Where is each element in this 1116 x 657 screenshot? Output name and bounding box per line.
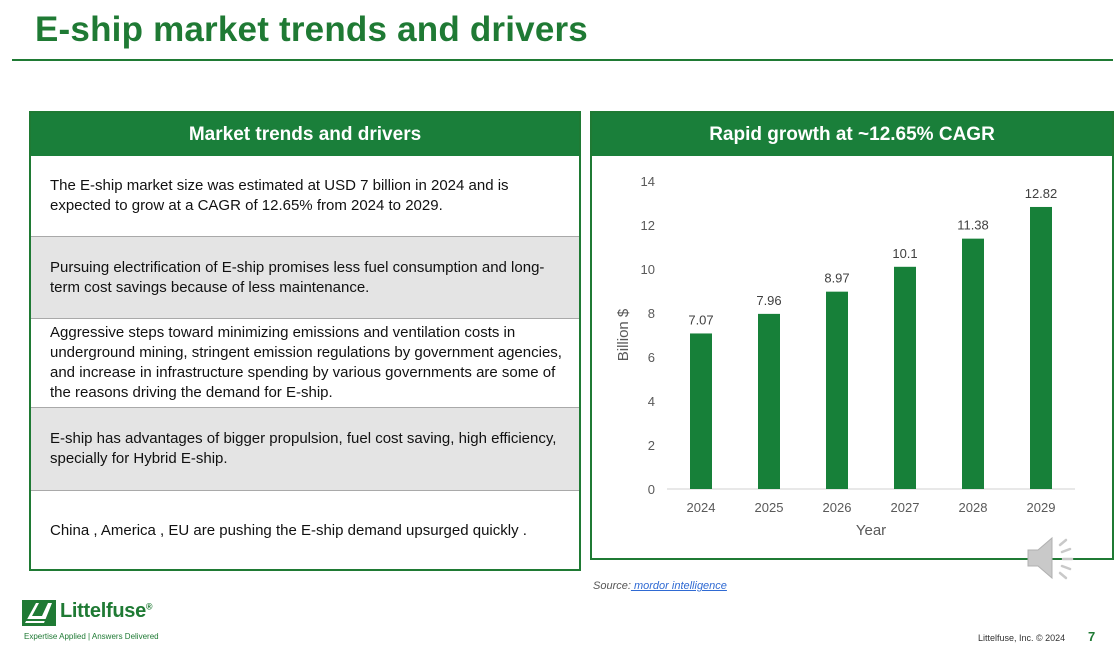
title-divider: [12, 59, 1113, 61]
bar: [894, 266, 916, 489]
trend-row: Pursuing electrification of E-ship promi…: [31, 237, 579, 319]
speaker-icon[interactable]: [1024, 533, 1080, 588]
x-axis-title: Year: [856, 522, 886, 539]
trend-row: China , America , EU are pushing the E-s…: [31, 491, 579, 571]
trend-row-text: The E-ship market size was estimated at …: [50, 177, 509, 214]
source-note: Source: mordor intelligence: [593, 580, 727, 592]
growth-panel: Rapid growth at ~12.65% CAGR: [590, 111, 1114, 560]
footer-copyright: Littelfuse, Inc. © 2024: [978, 633, 1066, 643]
trend-row-text: E-ship has advantages of bigger propulsi…: [50, 430, 557, 467]
y-tick-label: 6: [648, 350, 655, 365]
bar: [1030, 206, 1052, 489]
y-tick-label: 2: [648, 438, 655, 453]
logo-wordmark: Littelfuse®: [60, 600, 153, 623]
data-label: 7.96: [756, 293, 781, 308]
y-tick-label: 14: [641, 174, 655, 189]
source-label: Source:: [593, 580, 631, 592]
slide-title: E-ship market trends and drivers: [35, 10, 588, 49]
x-tick-label: 2024: [687, 500, 716, 515]
data-label: 10.1: [892, 246, 917, 261]
logo-trademark: ®: [145, 601, 153, 612]
y-tick-label: 0: [648, 482, 655, 497]
x-tick-label: 2027: [891, 500, 920, 515]
data-label: 8.97: [824, 271, 849, 286]
trend-row-text: Pursuing electrification of E-ship promi…: [50, 258, 545, 296]
bar: [690, 333, 712, 489]
logo-name-text: Littelfuse: [60, 600, 146, 622]
x-tick-label: 2028: [959, 500, 988, 515]
trend-row: Aggressive steps toward minimizing emiss…: [31, 319, 579, 408]
trends-panel-header: Market trends and drivers: [31, 113, 579, 156]
trend-row: The E-ship market size was estimated at …: [31, 156, 579, 237]
data-label: 7.07: [688, 312, 713, 327]
trend-row-text: China , America , EU are pushing the E-s…: [50, 522, 527, 539]
page-number: 7: [1088, 629, 1096, 644]
y-tick-label: 8: [648, 306, 655, 321]
trend-row: E-ship has advantages of bigger propulsi…: [31, 408, 579, 491]
x-tick-label: 2025: [755, 500, 784, 515]
y-tick-label: 10: [641, 262, 655, 277]
x-tick-label: 2026: [823, 500, 852, 515]
bar: [758, 313, 780, 489]
y-tick-label: 4: [648, 394, 655, 409]
bar: [826, 291, 848, 489]
data-label: 11.38: [957, 218, 989, 233]
trends-panel: Market trends and drivers The E-ship mar…: [29, 111, 581, 571]
source-link[interactable]: mordor intelligence: [630, 580, 727, 592]
x-tick-label: 2029: [1027, 500, 1056, 515]
y-axis-title: Billion $: [615, 308, 632, 361]
growth-panel-header: Rapid growth at ~12.65% CAGR: [592, 113, 1112, 156]
trend-row-text: Aggressive steps toward minimizing emiss…: [50, 324, 562, 401]
data-label: 12.82: [1025, 186, 1058, 201]
bar: [962, 238, 984, 489]
littelfuse-logo-icon: [22, 600, 56, 626]
logo-tagline: Expertise Applied | Answers Delivered: [24, 632, 159, 641]
y-tick-label: 12: [641, 218, 655, 233]
